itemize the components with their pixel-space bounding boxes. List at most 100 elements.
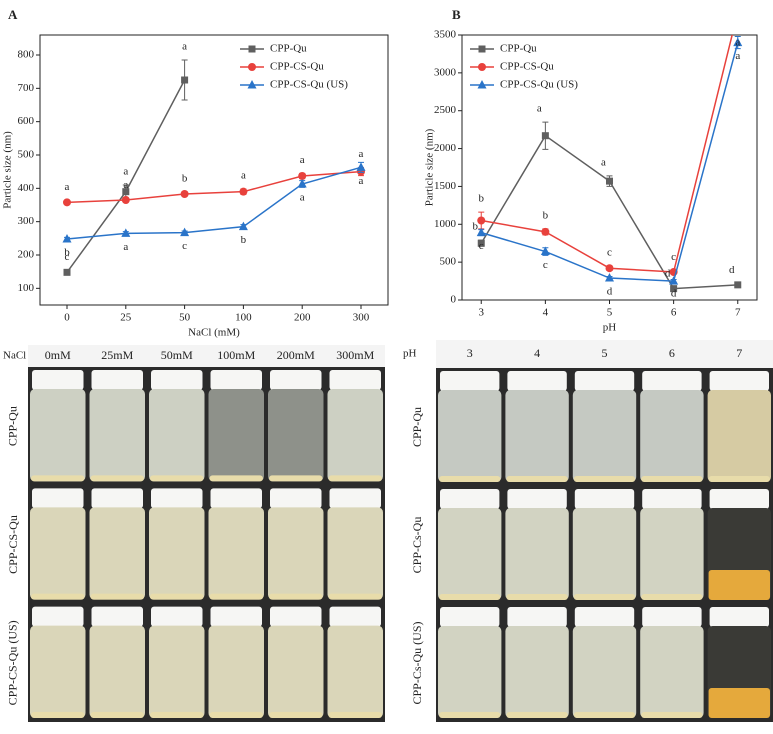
x-tick-label: 7: [735, 307, 741, 319]
marker: [541, 227, 550, 236]
marker: [247, 80, 257, 89]
vial-sediment: [209, 712, 263, 718]
plot-area: [476, 8, 743, 293]
vial-cap: [270, 488, 322, 509]
photo-row-label: CPP-CS-Qu (US): [6, 620, 20, 705]
marker: [733, 37, 743, 47]
vial-sediment: [506, 594, 568, 600]
significance-letter: b: [543, 209, 549, 221]
vial-sediment: [269, 593, 323, 600]
significance-letter: b: [241, 234, 247, 246]
legend-label: CPP-CS-Qu (US): [270, 79, 348, 91]
photo-row-label: CPP-Qu: [410, 407, 424, 447]
vial-sediment: [269, 712, 323, 718]
vial-sediment: [439, 712, 501, 718]
marker: [476, 227, 486, 237]
vial-body: [268, 507, 324, 600]
vial-body: [438, 508, 502, 600]
x-tick-label: 3: [478, 307, 484, 319]
plot-frame: [39, 34, 389, 306]
vial-body: [149, 507, 205, 600]
significance-letter: a: [123, 241, 128, 253]
significance-letter: d: [729, 264, 735, 276]
significance-letter: a: [123, 179, 128, 191]
photo-column-label: 50mM: [161, 348, 193, 362]
vial-cap: [507, 607, 567, 627]
x-tick-label: 50: [179, 312, 191, 324]
marker: [181, 76, 189, 84]
plot-frame: [461, 34, 758, 301]
marker: [180, 227, 190, 237]
vial-body: [268, 389, 324, 482]
vial-body: [438, 626, 502, 718]
vial-cap: [210, 606, 262, 627]
y-tick-label: 3500: [434, 29, 457, 41]
vial-sediment: [328, 593, 382, 600]
marker: [669, 276, 679, 285]
vial-sediment: [269, 475, 323, 482]
marker: [477, 80, 487, 89]
photo-column-label: 4: [534, 346, 540, 360]
vial-body: [572, 508, 637, 600]
vial-sediment: [31, 593, 85, 600]
marker: [62, 234, 72, 243]
significance-letter: c: [479, 240, 484, 252]
vial-cap: [574, 489, 635, 509]
photo-row-label: CPP-Cs-Qu: [410, 517, 424, 574]
vial-sediment: [90, 593, 144, 600]
vial-sediment: [150, 712, 204, 718]
significance-letter: c: [607, 246, 612, 258]
significance-letter: d: [671, 288, 677, 300]
vial-sediment: [328, 475, 382, 482]
vial-cap: [507, 371, 567, 391]
vial-cap: [210, 370, 262, 390]
significance-letter: a: [123, 166, 128, 178]
significance-letter: a: [601, 156, 606, 168]
marker: [478, 63, 486, 71]
marker: [248, 63, 256, 71]
vial-body: [438, 390, 502, 482]
marker: [248, 45, 256, 53]
marker: [121, 196, 130, 204]
x-tick-label: 5: [607, 307, 613, 319]
vial-sediment: [209, 593, 263, 600]
vial-body: [208, 625, 264, 718]
vial-sediment: [708, 570, 770, 600]
vial-sediment: [708, 688, 770, 718]
vial-body: [30, 625, 86, 718]
vial-sediment: [439, 594, 501, 600]
vial-body: [327, 389, 383, 482]
significance-letter: a: [735, 50, 740, 62]
vial-sediment: [641, 712, 703, 718]
vial-body: [208, 507, 264, 600]
vial-body: [30, 389, 86, 482]
vial-cap: [709, 607, 769, 627]
photo-column-label: 7: [736, 346, 742, 360]
marker: [734, 8, 742, 16]
vial-sediment: [573, 594, 636, 600]
x-tick-label: 100: [235, 312, 252, 324]
vial-sediment: [573, 476, 636, 482]
significance-letter: c: [543, 259, 548, 271]
significance-letter: c: [65, 251, 70, 263]
x-tick-label: 4: [543, 307, 549, 319]
marker: [297, 179, 307, 188]
vial-body: [327, 507, 383, 600]
marker: [180, 190, 189, 198]
significance-letter: c: [671, 251, 676, 263]
marker: [477, 239, 485, 247]
significance-letter: a: [241, 170, 246, 182]
vial-sediment: [31, 712, 85, 718]
marker: [606, 177, 613, 185]
vial-sediment: [708, 476, 770, 482]
vial-sediment: [641, 594, 703, 600]
photo-column-label: 5: [602, 346, 608, 360]
vial-body: [572, 390, 637, 482]
marker: [477, 216, 486, 225]
significance-letter: a: [359, 148, 364, 160]
plot-area: [62, 59, 366, 276]
marker: [63, 198, 71, 207]
y-tick-label: 800: [18, 49, 35, 61]
vial-sediment: [506, 712, 568, 718]
